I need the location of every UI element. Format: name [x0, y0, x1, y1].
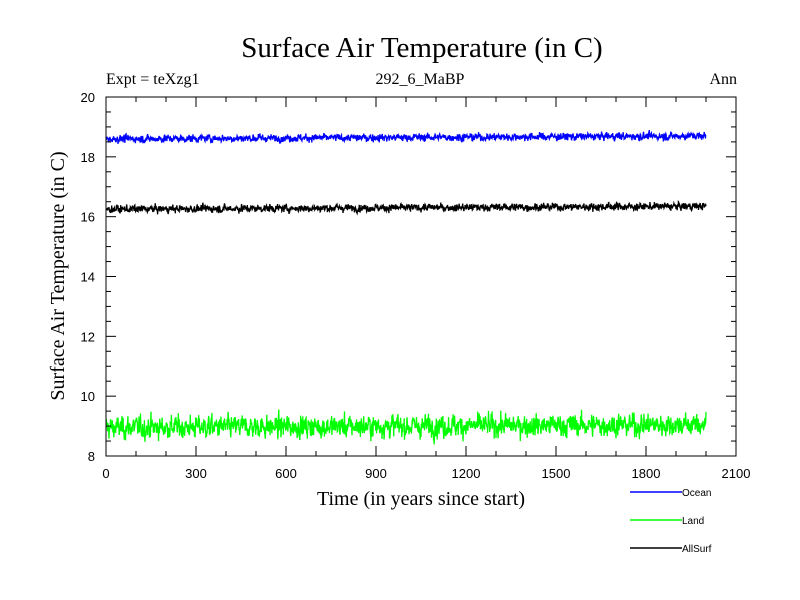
y-tick-label: 14 [81, 270, 95, 285]
legend-label-land: Land [682, 516, 704, 527]
experiment-label: Expt = teXzg1 [106, 71, 199, 88]
y-tick-label: 20 [81, 90, 95, 105]
x-tick-label: 600 [275, 466, 297, 481]
x-tick-label: 900 [365, 466, 387, 481]
legend: Ocean Land AllSurf [630, 488, 712, 555]
tick-labels: 0 300 600 900 1200 1500 1800 2100 8 10 12 14 16 18 20 [81, 90, 751, 481]
legend-label-ocean: Ocean [682, 488, 711, 499]
axes-layer [105, 96, 737, 457]
y-tick-label: 12 [81, 329, 95, 344]
legend-label-allsurf: AllSurf [682, 544, 712, 555]
y-tick-label: 10 [81, 389, 95, 404]
chart-title: Surface Air Temperature (in C) [241, 32, 602, 64]
x-tick-label: 1200 [452, 466, 481, 481]
y-axis-label: Surface Air Temperature (in C) [47, 151, 69, 400]
x-tick-label: 2100 [722, 466, 751, 481]
y-tick-label: 16 [81, 210, 95, 225]
x-tick-label: 0 [102, 466, 109, 481]
run-label: 292_6_MaBP [376, 71, 465, 88]
y-tick-label: 8 [88, 449, 95, 464]
y-tick-label: 18 [81, 150, 95, 165]
series-line-allsurf [105, 200, 707, 216]
x-axis-label: Time (in years since start) [317, 488, 525, 510]
period-label: Ann [709, 71, 737, 88]
x-tick-label: 300 [185, 466, 207, 481]
series-line-land [105, 409, 707, 445]
x-tick-label: 1500 [542, 466, 571, 481]
plot-frame [105, 96, 737, 457]
series-layer [105, 129, 707, 445]
x-tick-label: 1800 [632, 466, 661, 481]
series-line-ocean [105, 129, 707, 145]
